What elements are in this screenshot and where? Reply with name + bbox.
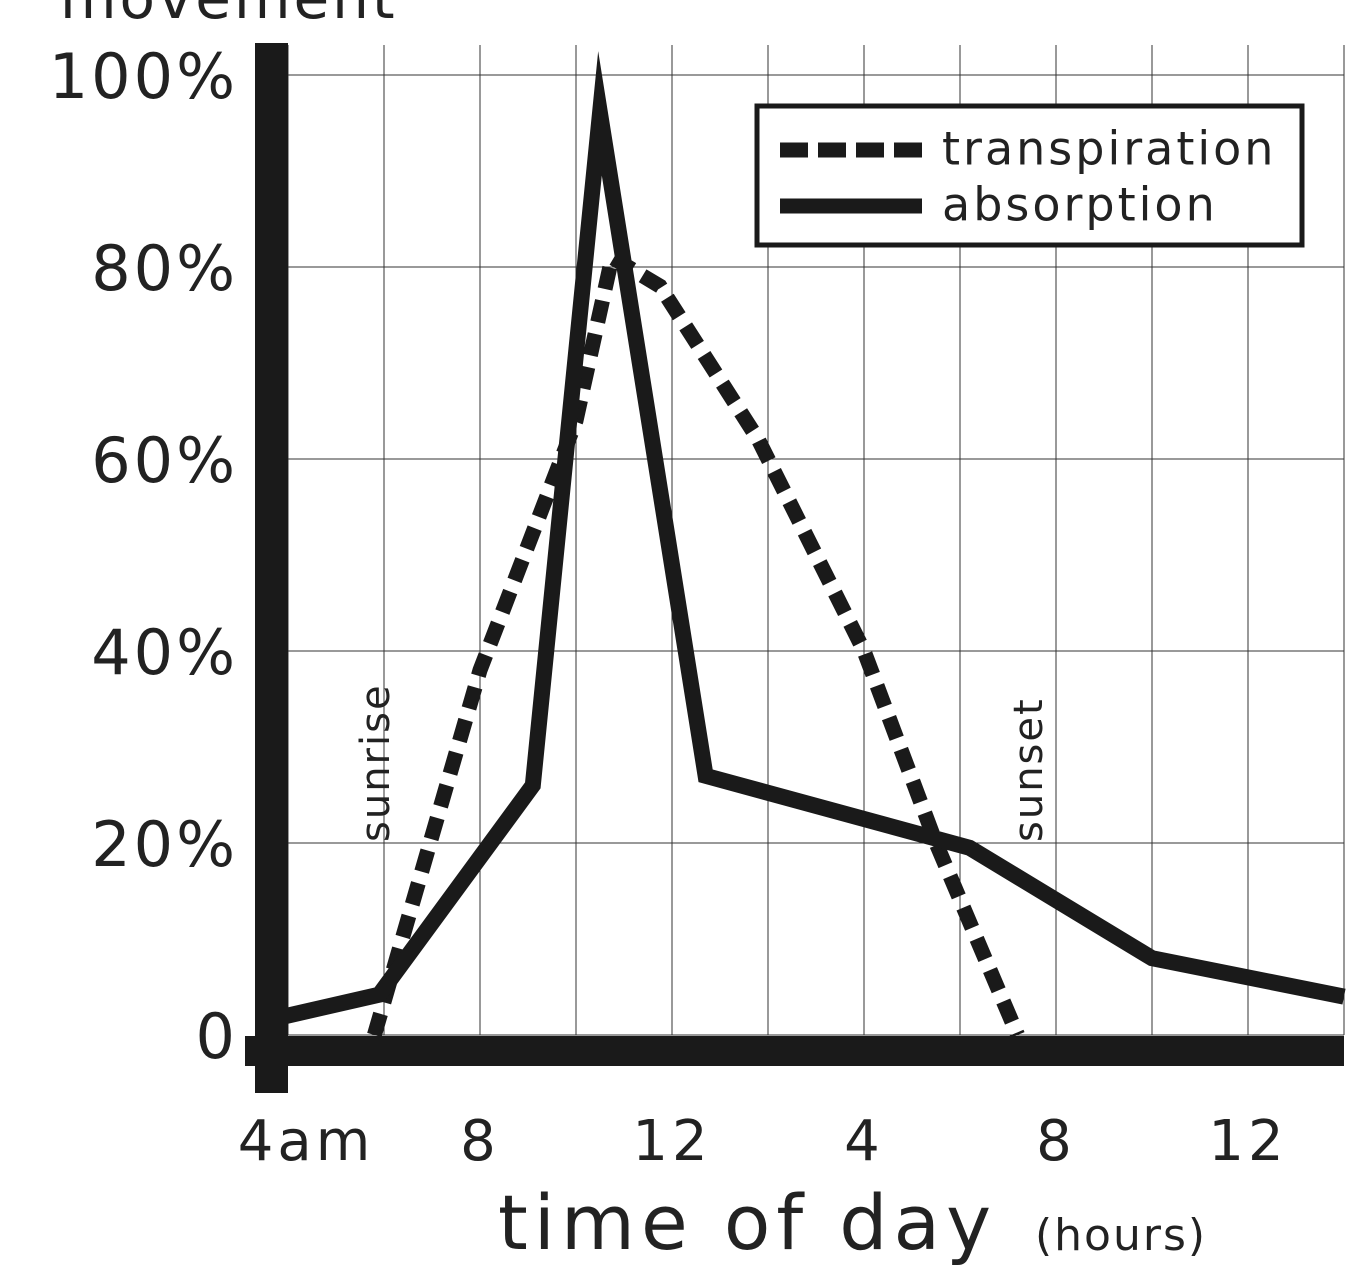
line-series	[268, 51, 1346, 1028]
y-tick-label: 80%	[91, 232, 238, 305]
y-tick-label: 40%	[91, 616, 238, 689]
x-axis-label: time of day	[498, 1178, 997, 1267]
x-tick-label: 12	[1208, 1109, 1287, 1174]
y-tick-label: 0	[196, 1000, 238, 1073]
x-axis-unit: (hours)	[1035, 1210, 1207, 1261]
x-tick-label: 4am	[238, 1109, 375, 1174]
legend-box	[754, 103, 1305, 248]
x-tick-label: 8	[460, 1109, 500, 1174]
annotation: sunset	[1006, 697, 1052, 842]
y-tick-label: 20%	[91, 808, 238, 881]
y-tick-label: 100%	[49, 40, 238, 113]
x-tick-label: 4	[844, 1109, 884, 1174]
annotation: sunrise	[353, 683, 399, 842]
line-series	[367, 245, 1025, 1038]
x-tick-label: 12	[632, 1109, 711, 1174]
y-tick-label: 60%	[91, 424, 238, 497]
legend-label: transpiration	[942, 122, 1276, 176]
y-axis-label: movement	[60, 0, 398, 32]
legend-label: absorption	[942, 178, 1218, 232]
x-axis	[245, 1036, 1344, 1066]
x-tick-label: 8	[1036, 1109, 1076, 1174]
y-axis	[255, 43, 288, 1093]
